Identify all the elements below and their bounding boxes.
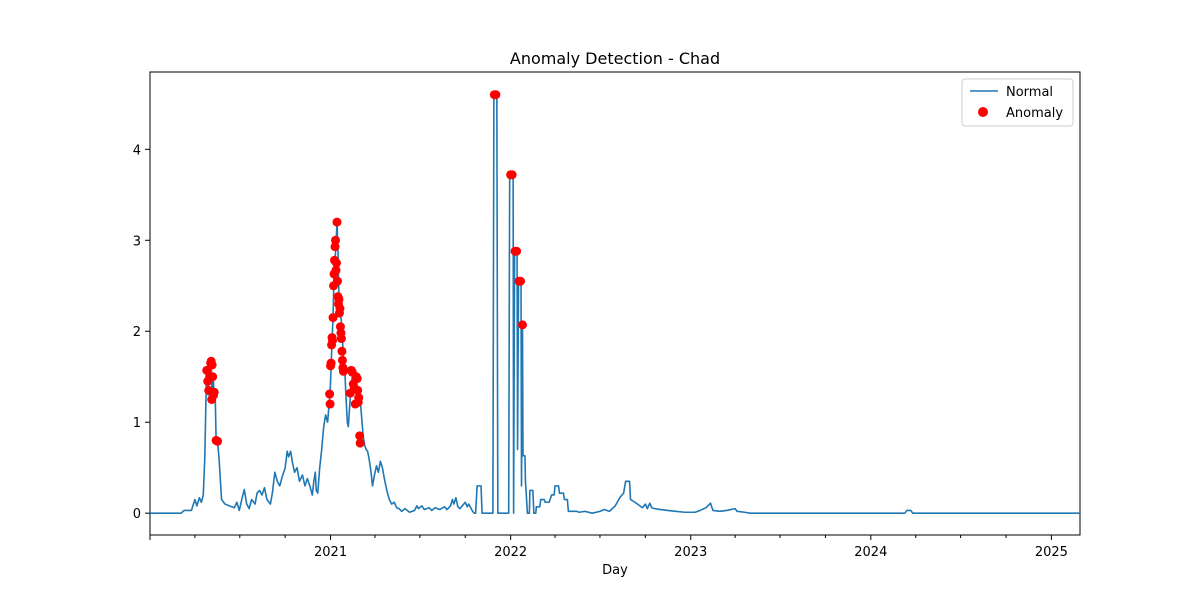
x-tick-label: 2023 <box>674 545 707 560</box>
anomaly-point <box>209 387 219 397</box>
legend-anomaly-swatch <box>978 107 988 117</box>
x-tick-label: 2022 <box>494 545 527 560</box>
y-tick-label: 1 <box>133 416 141 431</box>
anomaly-point <box>325 399 335 409</box>
plot-frame <box>149 71 1081 536</box>
y-tick-label: 3 <box>133 234 141 249</box>
anomaly-point <box>352 374 362 384</box>
anomaly-point <box>512 246 522 256</box>
anomaly-series-points <box>202 90 527 448</box>
y-tick-label: 4 <box>133 143 141 158</box>
anomaly-point <box>332 217 342 227</box>
anomaly-point <box>517 320 527 330</box>
anomaly-point <box>325 389 335 399</box>
chart-title: Anomaly Detection - Chad <box>510 49 720 68</box>
normal-series-line <box>150 93 1080 514</box>
anomaly-point <box>338 366 348 376</box>
anomaly-point <box>326 358 336 368</box>
anomaly-point <box>331 258 341 268</box>
y-axis: 0 1 2 3 4 <box>133 143 150 522</box>
anomaly-point <box>334 294 344 304</box>
anomaly-point <box>491 90 501 100</box>
anomaly-point <box>507 170 517 180</box>
x-axis-label: Day <box>602 563 628 578</box>
anomaly-point <box>337 355 347 365</box>
legend: Normal Anomaly <box>961 78 1074 127</box>
y-tick-label: 0 <box>133 507 141 522</box>
x-tick-label: 2024 <box>854 545 887 560</box>
anomaly-point <box>355 431 365 441</box>
x-tick-label: 2021 <box>314 545 347 560</box>
anomaly-point <box>207 360 217 370</box>
anomaly-point <box>328 313 338 323</box>
anomaly-point <box>337 346 347 356</box>
anomaly-point <box>335 304 345 313</box>
anomaly-point <box>516 276 526 286</box>
anomaly-point <box>213 436 223 446</box>
anomaly-point <box>353 385 363 395</box>
anomaly-point <box>354 393 364 403</box>
anomaly-point <box>331 265 341 275</box>
anomaly-point <box>332 276 342 286</box>
legend-normal-label: Normal <box>1006 85 1053 100</box>
legend-anomaly-label: Anomaly <box>1006 106 1063 121</box>
anomaly-point <box>208 372 218 382</box>
plot-area <box>149 71 1081 536</box>
anomaly-point <box>331 235 341 245</box>
y-tick-label: 2 <box>133 325 141 340</box>
anomaly-point <box>355 438 365 448</box>
anomaly-point <box>328 335 338 345</box>
x-axis: 2021 2022 2023 2024 2025 <box>149 535 1068 560</box>
anomaly-point <box>336 334 346 344</box>
x-tick-label: 2025 <box>1035 545 1068 560</box>
